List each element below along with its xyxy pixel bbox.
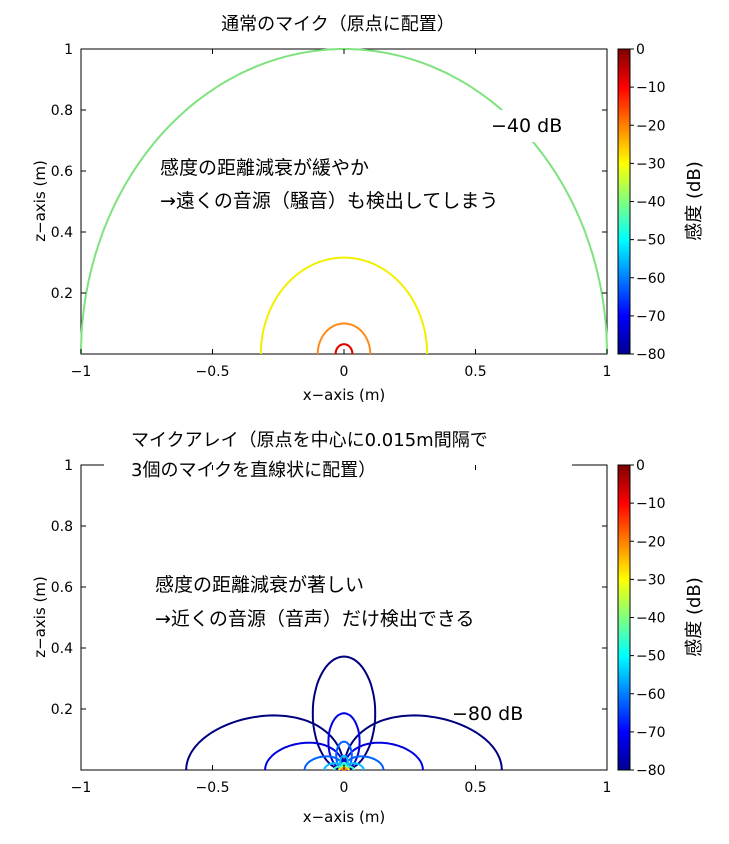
colorbar-tick-label: 0	[636, 42, 645, 58]
colorbar-tick-label: −50	[636, 649, 666, 665]
y-tick-label: 0.6	[51, 164, 73, 180]
chart-2-title-bg	[104, 425, 572, 487]
contour-line-70db-lobe-1	[264, 741, 345, 771]
x-tick-label: 1	[603, 364, 612, 380]
chart-2-title-line-2: 3個のマイクを直線状に配置）	[131, 460, 376, 481]
chart-2-colorbar	[617, 464, 631, 771]
chart-1-colorbar-ticks: 0 −10 −20 −30 −40 −50 −60 −70 −80	[630, 42, 666, 363]
chart-1-label-bg	[478, 110, 578, 142]
colorbar-tick-label: −70	[636, 725, 666, 741]
y-tick-label: 0.8	[51, 103, 73, 119]
chart-1-annotation-line-1: 感度の距離減衰が緩やか	[160, 157, 369, 179]
chart-2-ticks: −1 −0.5 0 0.5 1 0.2 0.4 0.6 0.8 1	[51, 458, 612, 796]
chart-1-plot-area	[80, 48, 608, 355]
chart-1: 通常のマイク（原点に配置） −1 −0.5 0 0.5 1 0.2 0.4 0.6 0.8 1 −…	[31, 14, 705, 404]
chart-2-x-axis-label: x−axis (m)	[303, 808, 386, 826]
x-tick-label: 0	[340, 364, 349, 380]
y-tick-label: 1	[64, 42, 73, 58]
y-tick-label: 0.2	[51, 286, 73, 302]
colorbar-tick-label: −30	[636, 156, 666, 172]
contour-line-70db-lobe-2	[343, 741, 424, 771]
x-tick-label: 0	[340, 780, 349, 796]
colorbar-tick-label: −40	[636, 195, 666, 211]
x-tick-label: −1	[71, 364, 92, 380]
chart-1-title: 通常のマイク（原点に配置）	[221, 14, 455, 35]
contour-line-10db	[334, 343, 354, 354]
colorbar-tick-label: 0	[636, 458, 645, 474]
chart-1-annotation-line-2: →遠くの音源（騒音）も検出してしまう	[160, 190, 498, 212]
colorbar-tick-label: −20	[636, 118, 666, 134]
x-tick-label: 0.5	[464, 364, 486, 380]
y-tick-label: 0.8	[51, 519, 73, 535]
chart-1-ticks: −1 −0.5 0 0.5 1 0.2 0.4 0.6 0.8 1	[51, 42, 612, 380]
contour-line-20db	[316, 322, 372, 354]
contour-line-60db-lobe-1	[303, 755, 345, 771]
y-tick-label: 0.2	[51, 702, 73, 718]
x-tick-label: 1	[603, 780, 612, 796]
colorbar-tick-label: −80	[636, 763, 666, 779]
chart-1-colorbar	[617, 48, 631, 355]
y-tick-label: 0.4	[51, 225, 73, 241]
contour-line-80db-lobe-1	[185, 714, 345, 771]
contour-line-60db-lobe-2	[343, 755, 385, 770]
chart-2-contours	[185, 655, 503, 771]
chart-1-y-axis-label: z−axis (m)	[31, 160, 49, 242]
contour-line-80db-lobe-3	[311, 655, 377, 771]
colorbar-tick-label: −50	[636, 233, 666, 249]
x-tick-label: −0.5	[196, 780, 230, 796]
chart-1-x-axis-label: x−axis (m)	[303, 386, 386, 404]
chart-2-colorbar-ticks: 0 −10 −20 −30 −40 −50 −60 −70 −80	[630, 458, 666, 779]
chart-1-colorbar-label: 感度 (dB)	[684, 161, 705, 241]
colorbar-tick-label: −70	[636, 309, 666, 325]
colorbar-tick-label: −30	[636, 572, 666, 588]
colorbar-tick-label: −80	[636, 347, 666, 363]
colorbar-tick-label: −60	[636, 687, 666, 703]
y-tick-label: 1	[64, 458, 73, 474]
colorbar-tick-label: −40	[636, 611, 666, 627]
chart-2-plot-area	[80, 464, 608, 771]
colorbar-tick-label: −10	[636, 80, 666, 96]
y-tick-label: 0.6	[51, 580, 73, 596]
colorbar-tick-label: −20	[636, 534, 666, 550]
colorbar-tick-label: −60	[636, 271, 666, 287]
x-tick-label: 0.5	[464, 780, 486, 796]
chart-2-title-line-1: マイクアレイ（原点を中心に0.015m間隔で	[131, 430, 488, 451]
contour-line-30db	[259, 256, 429, 354]
chart-2: マイクアレイ（原点を中心に0.015m間隔で 3個のマイクを直線状に配置） −1…	[31, 425, 705, 826]
contour-line-80db-lobe-2	[343, 714, 503, 771]
chart-2-colorbar-label: 感度 (dB)	[684, 577, 705, 657]
chart-2-y-axis-label: z−axis (m)	[31, 576, 49, 658]
y-tick-label: 0.4	[51, 641, 73, 657]
chart-1-level-label: −40 dB	[491, 115, 562, 137]
colorbar-tick-label: −10	[636, 496, 666, 512]
chart-2-annotation-line-1: 感度の距離減衰が著しい	[155, 574, 364, 596]
chart-2-annotation-line-2: →近くの音源（音声）だけ検出できる	[155, 608, 475, 630]
chart-2-level-label: −80 dB	[452, 703, 523, 725]
x-tick-label: −1	[71, 780, 92, 796]
x-tick-label: −0.5	[196, 364, 230, 380]
